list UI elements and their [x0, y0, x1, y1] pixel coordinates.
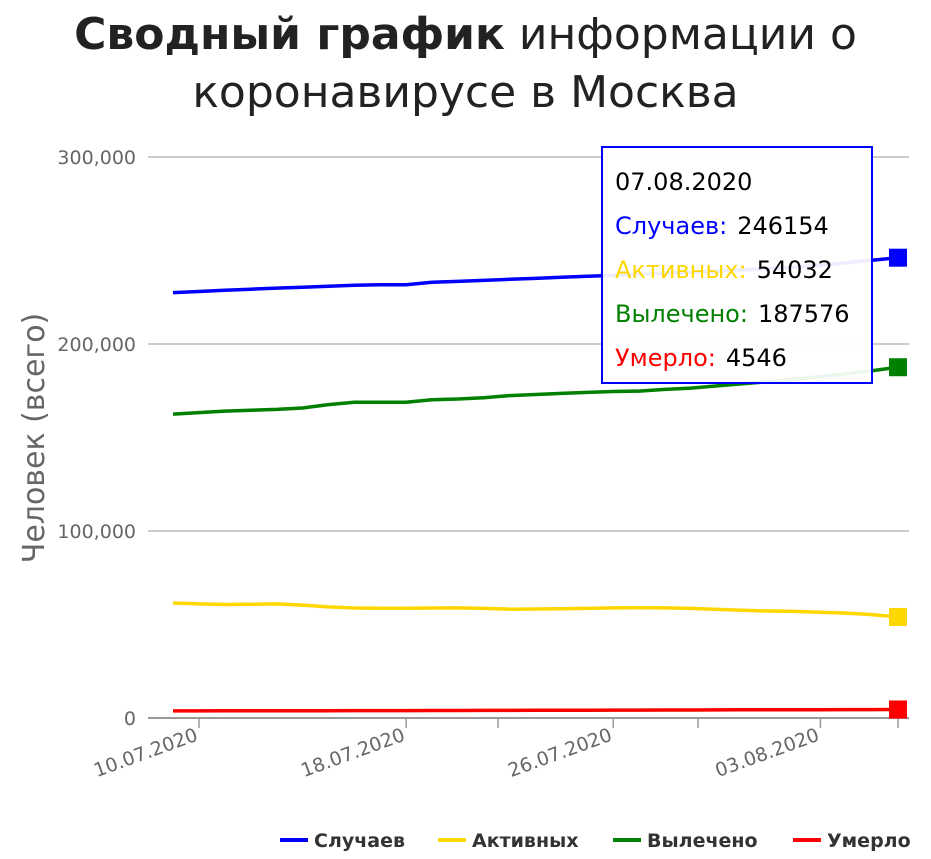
tooltip-row-cases: Случаев: 246154	[615, 212, 829, 240]
tooltip-date: 07.08.2020	[615, 168, 753, 196]
tooltip-row-deaths: Умерло: 4546	[615, 344, 787, 372]
series-endpoint-marker	[889, 607, 907, 626]
x-tick-label: 26.07.2020	[505, 724, 615, 782]
chart-title: Сводный график информации о коронавирусе…	[0, 6, 931, 122]
x-tick-label: 18.07.2020	[298, 724, 408, 782]
series-line-1	[172, 601, 899, 619]
tooltip-active-value: 54032	[756, 256, 833, 284]
tooltip-row-recovered: Вылечено: 187576	[615, 300, 850, 328]
y-tick-label: 200,000	[57, 334, 136, 356]
series-endpoint-marker	[889, 248, 907, 267]
x-tick-label: 03.08.2020	[712, 724, 822, 782]
chart-tooltip: 07.08.2020 Случаев: 246154 Активных: 54032…	[601, 146, 873, 384]
tooltip-cases-label: Случаев:	[615, 212, 728, 240]
chart-title-bold: Сводный график	[74, 9, 505, 60]
tooltip-row-active: Активных: 54032	[615, 256, 833, 284]
legend-label: Умерло	[827, 830, 911, 852]
y-axis-label: Человек (всего)	[17, 313, 52, 564]
tooltip-recovered-label: Вылечено:	[615, 300, 748, 328]
legend-label: Случаев	[314, 830, 405, 852]
legend-label: Активных	[472, 830, 579, 852]
y-tick-label: 100,000	[57, 521, 136, 543]
x-tick-label: 10.07.2020	[91, 724, 201, 782]
tooltip-deaths-label: Умерло:	[615, 344, 716, 372]
tooltip-deaths-value: 4546	[725, 344, 787, 372]
legend-label: Вылечено	[647, 830, 758, 852]
series-endpoint-marker	[889, 358, 907, 377]
series-endpoint-marker	[889, 700, 907, 719]
tooltip-active-label: Активных:	[615, 256, 747, 284]
series-line-3	[173, 707, 899, 713]
tooltip-recovered-value: 187576	[757, 300, 850, 328]
y-tick-label: 300,000	[57, 147, 136, 169]
chart-title-rest: информации о коронавирусе в Москва	[192, 9, 857, 118]
y-tick-label: 0	[124, 708, 136, 730]
tooltip-cases-value: 246154	[737, 212, 829, 240]
